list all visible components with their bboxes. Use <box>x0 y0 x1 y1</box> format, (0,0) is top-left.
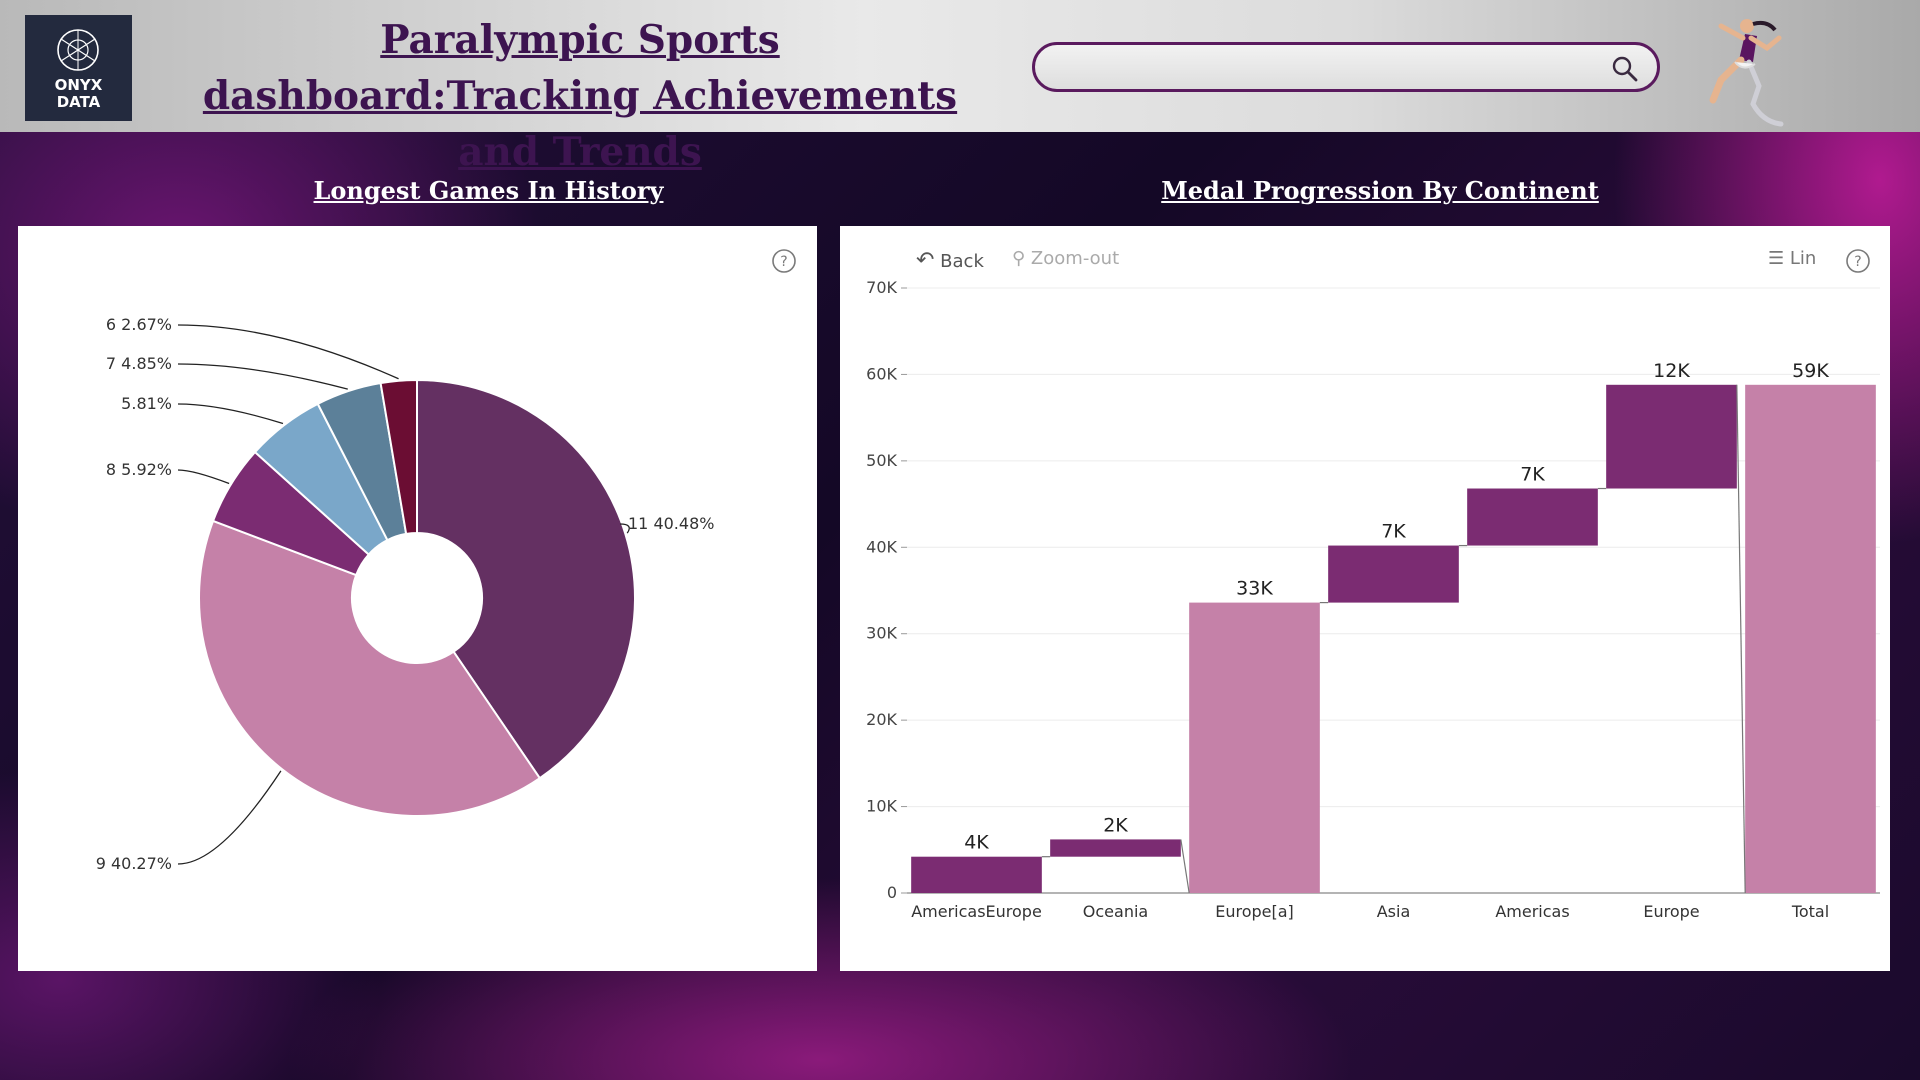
longest-games-card: ? 11 40.48% 9 40.27% 8 5.92% 5.81% 7 4.85% 6 … <box>18 226 817 971</box>
x-tick-label: Asia <box>1377 902 1411 921</box>
slice-data-label: 11 40.48% <box>628 514 714 533</box>
y-tick-label: 30K <box>866 624 897 643</box>
x-tick-label: Americas <box>1495 902 1569 921</box>
help-icon[interactable]: ? <box>1845 248 1871 274</box>
zoom-out-button[interactable]: ⚲ Zoom-out <box>1012 248 1119 269</box>
y-tick-label: 50K <box>866 451 897 470</box>
leader-line <box>177 324 399 380</box>
search-box[interactable] <box>1032 42 1660 92</box>
back-arrow-icon: ↶ <box>916 248 935 273</box>
donut-slice[interactable] <box>379 378 418 536</box>
y-tick-label: 0 <box>887 883 897 902</box>
waterfall-bar[interactable] <box>1467 488 1598 546</box>
medal-progression-card: ↶ Back ⚲ Zoom-out ☰ Lin ? 0 10K 20K 30K 40K 5… <box>840 226 1890 971</box>
connector-line <box>1736 384 1746 894</box>
back-label: Back <box>940 251 984 272</box>
globe-icon <box>57 29 99 71</box>
donut-chart: 11 40.48% 9 40.27% 8 5.92% 5.81% 7 4.85% 6 2.… <box>96 315 715 873</box>
waterfall-bar[interactable] <box>911 856 1042 893</box>
donut-slice[interactable] <box>198 519 542 817</box>
right-panel-title: Medal Progression By Continent <box>1161 176 1599 205</box>
back-button[interactable]: ↶ Back <box>916 248 984 273</box>
slice-data-label: 8 5.92% <box>106 460 172 479</box>
leader-line <box>177 770 282 865</box>
connector-line <box>1180 839 1190 894</box>
leader-line <box>177 363 348 390</box>
x-tick-label: Europe[a] <box>1215 902 1294 921</box>
left-panel-title: Longest Games In History <box>313 176 664 205</box>
search-input[interactable] <box>1057 53 1581 83</box>
donut-slice[interactable] <box>416 378 636 780</box>
zoom-out-label: Zoom-out <box>1030 248 1120 269</box>
y-tick-label: 20K <box>866 710 897 729</box>
bar-data-label: 59K <box>1792 360 1829 382</box>
slice-data-label: 7 4.85% <box>106 354 172 373</box>
bar-data-label: 7K <box>1381 521 1406 543</box>
header-bar: ONYX DATA Paralympic Sports dashboard:Tr… <box>0 0 1920 175</box>
x-tick-label: Total <box>1791 902 1829 921</box>
x-tick-label: AmericasEurope <box>911 902 1042 921</box>
waterfall-bar[interactable] <box>1745 384 1876 893</box>
bar-data-label: 7K <box>1520 464 1545 486</box>
onyx-data-logo: ONYX DATA <box>25 15 132 121</box>
slice-data-label: 5.81% <box>121 394 172 413</box>
bar-data-label: 33K <box>1236 578 1273 600</box>
bar-data-label: 4K <box>964 832 989 854</box>
y-tick-label: 60K <box>866 364 897 383</box>
logo-text: ONYX DATA <box>54 76 103 111</box>
bar-data-label: 2K <box>1103 814 1128 836</box>
bar-data-label: 12K <box>1653 360 1690 382</box>
leader-line <box>619 523 630 534</box>
scale-toggle[interactable]: ☰ Lin <box>1768 248 1816 269</box>
x-tick-label: Europe <box>1643 902 1699 921</box>
paralympic-runner-icon <box>1709 19 1784 127</box>
slice-data-label: 9 40.27% <box>96 854 172 873</box>
list-icon: ☰ <box>1768 248 1785 269</box>
y-tick-label: 10K <box>866 797 897 816</box>
waterfall-bar[interactable] <box>1328 545 1459 603</box>
waterfall-bar[interactable] <box>1189 602 1320 893</box>
search-icon[interactable] <box>1611 55 1639 83</box>
y-tick-label: 70K <box>866 278 897 297</box>
waterfall-bar[interactable] <box>1606 384 1737 489</box>
scale-label: Lin <box>1789 248 1817 269</box>
waterfall-chart: 010K20K30K40K50K60K70K4KAmericasEurope2K… <box>866 278 1880 921</box>
svg-text:?: ? <box>780 254 787 270</box>
waterfall-bar[interactable] <box>1050 839 1181 857</box>
y-tick-label: 40K <box>866 537 897 556</box>
leader-line <box>177 403 284 425</box>
leader-line <box>177 469 230 485</box>
svg-text:?: ? <box>1854 254 1861 270</box>
help-icon[interactable]: ? <box>771 248 797 274</box>
zoom-out-icon: ⚲ <box>1012 248 1026 269</box>
x-tick-label: Oceania <box>1083 902 1148 921</box>
slice-data-label: 6 2.67% <box>106 315 172 334</box>
page-title: Paralympic Sports dashboard:Tracking Ach… <box>202 17 958 175</box>
